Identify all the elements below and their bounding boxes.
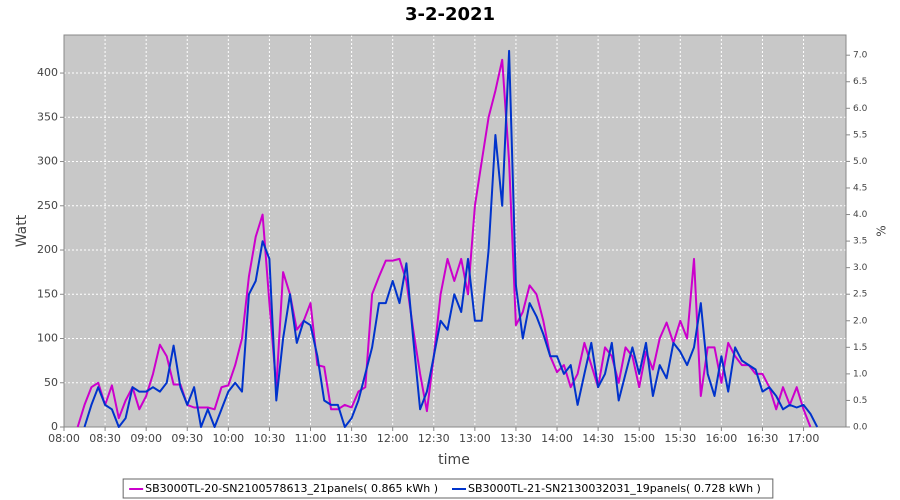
x-tick-label: 14:30 xyxy=(582,432,614,445)
y-tick-label: 300 xyxy=(37,155,58,168)
x-tick-label: 12:00 xyxy=(377,432,409,445)
x-tick-label: 17:00 xyxy=(788,432,820,445)
series-line xyxy=(83,49,819,428)
legend-box xyxy=(122,478,774,499)
x-tick-label: 16:00 xyxy=(706,432,738,445)
x-tick-label: 08:30 xyxy=(89,432,121,445)
x-tick-label: 15:00 xyxy=(623,432,655,445)
x-tick-label: 09:30 xyxy=(171,432,203,445)
y2-tick-label: 6.0 xyxy=(853,104,868,114)
x-tick-label: 08:00 xyxy=(48,432,80,445)
y2-tick-label: 5.0 xyxy=(853,157,868,167)
y2-tick-label: 6.5 xyxy=(853,77,867,87)
y-tick-label: 0 xyxy=(51,420,58,433)
y-tick-label: 200 xyxy=(37,243,58,256)
y2-tick-label: 0.5 xyxy=(853,396,867,406)
y2-tick-label: 7.0 xyxy=(853,51,868,61)
x-tick-label: 15:30 xyxy=(664,432,696,445)
y-tick-label: 50 xyxy=(44,376,58,389)
y2-tick-label: 4.5 xyxy=(853,183,867,193)
x-tick-label: 16:30 xyxy=(747,432,779,445)
x-tick-label: 13:30 xyxy=(500,432,532,445)
y-tick-label: 400 xyxy=(37,66,58,79)
legend-label: SB3000TL-21-SN2130032031_19panels( 0.728… xyxy=(468,482,761,495)
x-tick-label: 14:00 xyxy=(541,432,573,445)
x-tick-label: 12:30 xyxy=(418,432,450,445)
y2-tick-label: 1.5 xyxy=(853,343,867,353)
x-tick-label: 13:00 xyxy=(459,432,491,445)
chart-title: 3-2-2021 xyxy=(405,4,495,25)
y-tick-label: 350 xyxy=(37,110,58,123)
x-tick-label: 11:30 xyxy=(336,432,368,445)
y-tick-label: 150 xyxy=(37,287,58,300)
y2-tick-label: 2.5 xyxy=(853,290,867,300)
x-tick-label: 10:30 xyxy=(254,432,286,445)
y2-tick-label: 2.0 xyxy=(853,316,868,326)
x-tick-label: 09:00 xyxy=(130,432,162,445)
y2-tick-label: 4.0 xyxy=(853,210,868,220)
plot-area xyxy=(64,35,846,427)
y2-tick-label: 3.0 xyxy=(853,263,868,273)
y2-tick-label: 0.0 xyxy=(853,423,868,433)
y-axis-label: Watt xyxy=(14,214,30,247)
x-tick-label: 11:00 xyxy=(295,432,327,445)
x-axis-label: time xyxy=(438,452,470,468)
series-line xyxy=(76,58,812,428)
y2-tick-label: 1.0 xyxy=(853,369,868,379)
x-tick-label: 10:00 xyxy=(212,432,244,445)
y2-tick-label: 3.5 xyxy=(853,237,867,247)
y2-tick-label: 5.5 xyxy=(853,130,867,140)
y-tick-label: 250 xyxy=(37,199,58,212)
y2-axis-label: % xyxy=(875,225,889,236)
plot-border xyxy=(63,34,847,428)
y-tick-label: 100 xyxy=(37,332,58,345)
legend-label: SB3000TL-20-SN2100578613_21panels( 0.865… xyxy=(145,482,438,495)
